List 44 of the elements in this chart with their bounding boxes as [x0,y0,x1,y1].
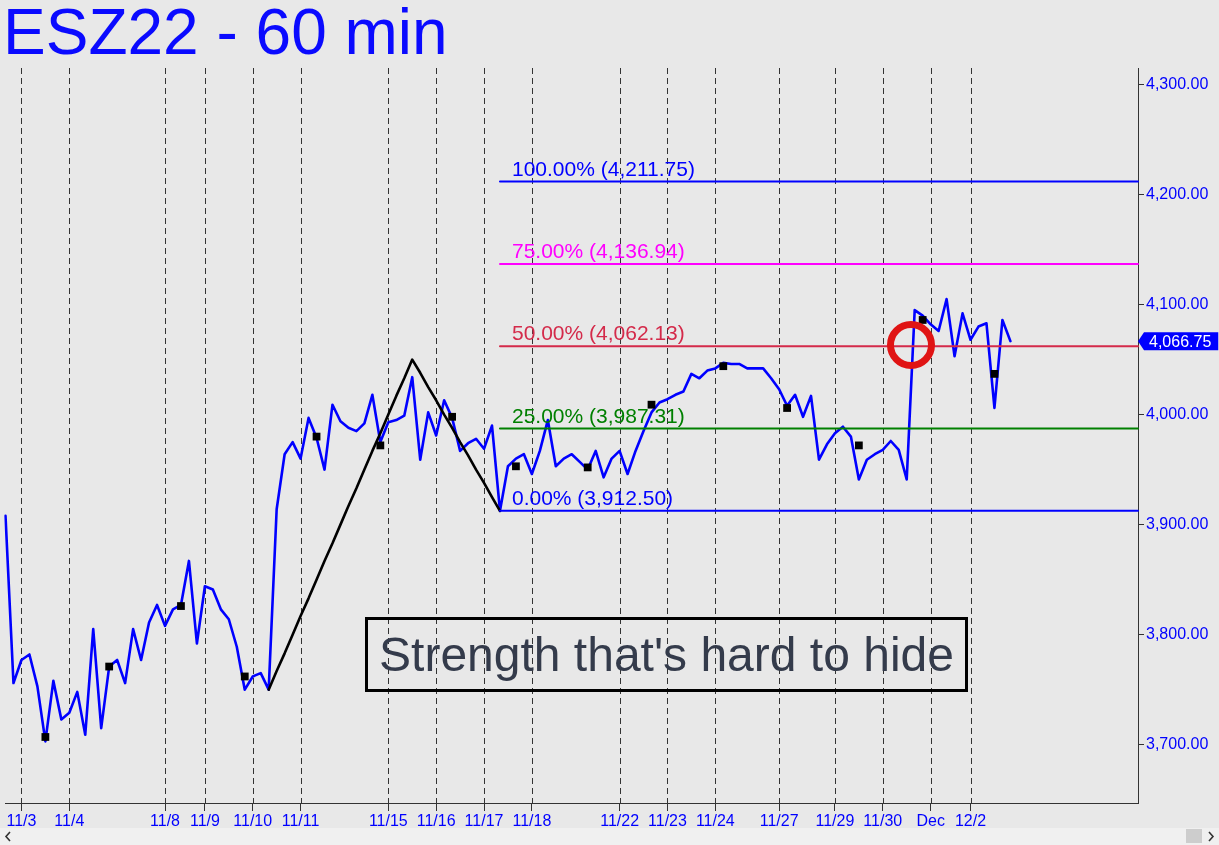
x-tick-label: 11/4 [54,812,85,830]
point [240,672,249,681]
x-tick-label: 11/22 [600,812,640,830]
point [177,602,185,610]
point [918,316,927,324]
series-label: 100.00% (4,211.75) [511,156,695,180]
point [105,662,114,671]
x-tick-label: 11/11 [281,812,320,830]
x-tick-label: 11/8 [150,812,181,830]
x-tick-label: 12/2 [954,812,987,830]
point [783,404,791,412]
x-tick-label: 11/30 [863,812,903,830]
y-tick-label: 4,200.00 [1146,184,1209,202]
x-tick-label: 11/15 [368,812,408,830]
x-tick-label: 11/27 [759,812,799,830]
y-tick-label: 4,300.00 [1146,74,1209,92]
point [448,412,457,421]
x-tick-label: 11/16 [416,812,456,830]
annotation: Strength that's hard to hide [365,617,968,692]
x-tick-label: 11/3 [6,812,37,830]
point [990,369,999,378]
y-tick-label: 3,900.00 [1146,515,1209,533]
point [583,463,592,472]
x-tick-label: 11/9 [189,812,220,830]
point [719,362,728,371]
point [41,733,50,741]
x-tick-label: 11/17 [464,812,504,830]
y-tick-label: 3,800.00 [1146,625,1209,643]
x-tick-label: 11/24 [695,812,735,830]
y-tick-label: 3,700.00 [1146,735,1209,753]
series-label: 75.00% (4,136.94) [511,238,685,262]
y-tick-label: 4,000.00 [1146,405,1209,422]
x-tick-label: 11/10 [233,812,273,830]
y-tick-label: 4,100.00 [1146,294,1209,312]
text: 4,066.75 [1149,332,1212,350]
x-tick-label: 11/29 [815,812,855,830]
x-tick-label: 11/23 [648,812,687,830]
point [854,441,863,450]
series-label: 50.00% (4,062.13) [511,321,685,345]
x-tick-label: 11/18 [512,812,552,830]
series-label: 0.00% (3,912.50) [511,485,674,509]
chart-title: ESZ22 - 60 min [3,0,448,70]
x-tick-label: Dec [916,812,945,830]
point [512,462,520,471]
